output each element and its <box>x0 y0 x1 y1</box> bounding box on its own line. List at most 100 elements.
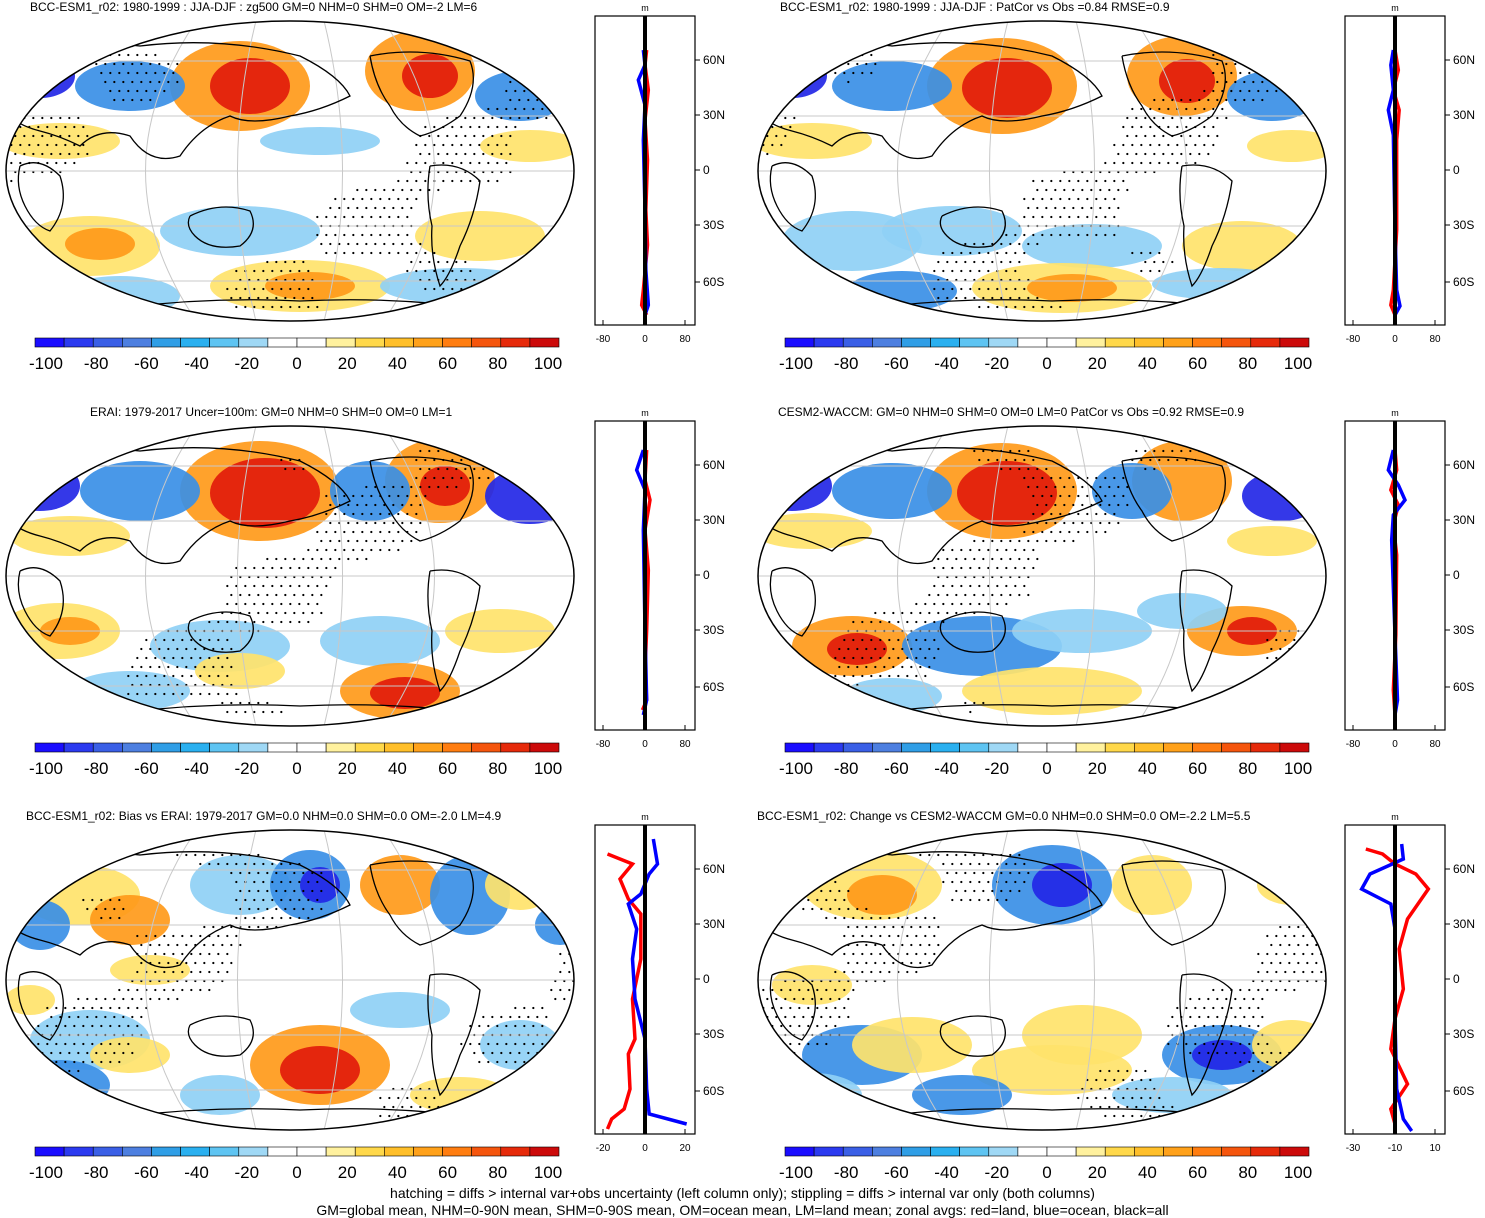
colorbar-swatch <box>267 1146 298 1157</box>
zonal-x-tick-label: -30 <box>1346 1143 1361 1154</box>
zonal-lat-label: 60N <box>703 862 725 876</box>
colorbar-tick-label: -60 <box>884 1163 909 1182</box>
zonal-lat-label: 60S <box>703 680 724 694</box>
zonal-lat-label: 60S <box>1453 1084 1474 1098</box>
anomaly-blob <box>758 513 872 549</box>
colorbar-swatch <box>151 742 181 753</box>
anomaly-blob <box>10 516 130 556</box>
colorbar-swatch <box>296 337 327 348</box>
colorbar-tick-label: 80 <box>488 354 507 373</box>
zonal-lat-label: 60N <box>703 458 725 472</box>
colorbar-swatch <box>1017 742 1048 753</box>
colorbar-tick-label: 100 <box>534 354 562 373</box>
anomaly-blob <box>758 54 827 98</box>
colorbar-tick-label: -80 <box>834 354 859 373</box>
anomaly-blob <box>420 466 470 506</box>
colorbar-swatch <box>384 337 414 348</box>
zonal-lat-label: 30S <box>703 623 724 637</box>
zonal-lat-label: 30S <box>1453 218 1474 232</box>
colorbar-swatch <box>813 1146 844 1157</box>
zonal-lat-label: 0 <box>1453 972 1460 986</box>
colorbar-tick-label: 100 <box>1284 354 1312 373</box>
zonal-panel-5: m 60N 30N 0 30S 60S -20 0 20 <box>594 812 725 1154</box>
colorbar-swatch <box>384 742 414 753</box>
zonal-panel-4: m 60N 30N 0 30S 60S -80 0 80 <box>1344 408 1475 750</box>
colorbar-tick-label: 80 <box>488 759 507 778</box>
zonal-lat-label: 30N <box>1453 917 1475 931</box>
anomaly-blob <box>6 123 120 159</box>
colorbar-swatch <box>1192 742 1222 753</box>
colorbar-tick-label: -80 <box>834 759 859 778</box>
colorbar-swatch <box>813 742 844 753</box>
anomaly-blob <box>1257 865 1326 905</box>
anomaly-blob <box>480 130 574 162</box>
colorbar-swatch <box>872 742 902 753</box>
zonal-ocean-curve <box>1359 843 1414 1132</box>
map-panel-5 <box>5 829 575 1131</box>
colorbar-tick-label: -60 <box>134 759 159 778</box>
colorbar-tick-label: 100 <box>534 1163 562 1182</box>
zonal-x-tick-label: -80 <box>596 739 611 750</box>
colorbar-1: -100 -80 -60 -40 -20 0 20 40 60 80 100 <box>29 337 562 373</box>
colorbar-swatch <box>1221 337 1252 348</box>
map-panel-3 <box>5 425 575 727</box>
colorbar-tick-label: -40 <box>184 759 209 778</box>
colorbar-swatch <box>442 337 472 348</box>
zonal-lat-label: 0 <box>703 972 710 986</box>
anomaly-blob <box>60 276 180 316</box>
colorbar-swatch <box>325 742 356 753</box>
colorbar-tick-label: 0 <box>292 354 301 373</box>
colorbar-tick-label: 80 <box>1238 759 1257 778</box>
colorbar-tick-label: -20 <box>985 1163 1010 1182</box>
panel-title-6: BCC-ESM1_r02: Change vs CESM2-WACCM GM=0… <box>757 809 1251 823</box>
colorbar-6: -100 -80 -60 -40 -20 0 20 40 60 80 100 <box>779 1146 1312 1182</box>
colorbar-swatch <box>34 742 65 753</box>
zonal-x-tick-label: 80 <box>679 334 691 345</box>
colorbar-swatch <box>238 1146 269 1157</box>
zonal-x-tick-label: 0 <box>1392 739 1398 750</box>
colorbar-swatch <box>1163 742 1193 753</box>
colorbar-tick-label: -20 <box>985 759 1010 778</box>
colorbar-swatch <box>1134 742 1164 753</box>
panel-title-4: CESM2-WACCM: GM=0 NHM=0 SHM=0 OM=0 LM=0 … <box>778 405 1245 419</box>
zonal-x-tick-label: -20 <box>596 1143 611 1154</box>
colorbar-tick-label: 20 <box>338 354 357 373</box>
anomaly-blob <box>480 1020 560 1070</box>
colorbar-swatch <box>1163 337 1193 348</box>
colorbar-swatch <box>500 337 531 348</box>
colorbar-tick-label: 60 <box>438 1163 457 1182</box>
zonal-panel-3: m 60N 30N 0 30S 60S -80 0 80 <box>594 408 725 750</box>
colorbar-swatch <box>959 1146 990 1157</box>
colorbar-swatch <box>1279 742 1310 753</box>
panel-title-5: BCC-ESM1_r02: Bias vs ERAI: 1979-2017 GM… <box>26 809 502 823</box>
colorbar-swatch <box>63 742 94 753</box>
colorbar-swatch <box>413 1146 443 1157</box>
colorbar-swatch <box>209 337 240 348</box>
anomaly-blob <box>90 1037 170 1073</box>
colorbar-tick-label: 20 <box>338 1163 357 1182</box>
colorbar-tick-label: -100 <box>29 759 63 778</box>
colorbar-swatch <box>238 742 269 753</box>
anomaly-blob <box>280 1046 360 1094</box>
colorbar-swatch <box>384 1146 414 1157</box>
anomaly-blob <box>1092 463 1172 519</box>
colorbar-tick-label: 80 <box>488 1163 507 1182</box>
colorbar-swatch <box>1134 337 1164 348</box>
colorbar-tick-label: 0 <box>1042 759 1051 778</box>
colorbar-swatch <box>34 1146 65 1157</box>
colorbar-tick-label: 0 <box>292 1163 301 1182</box>
colorbar-tick-label: 40 <box>388 1163 407 1182</box>
colorbar-swatch <box>238 337 269 348</box>
colorbar-swatch <box>471 1146 502 1157</box>
zonal-x-tick-label: 0 <box>1392 334 1398 345</box>
zonal-lat-label: 30N <box>1453 513 1475 527</box>
zonal-x-tick-label: 0 <box>642 334 648 345</box>
colorbar-swatch <box>988 742 1019 753</box>
colorbar-swatch <box>1075 337 1106 348</box>
zonal-lat-label: 60N <box>1453 458 1475 472</box>
colorbar-tick-label: -40 <box>934 759 959 778</box>
zonal-lat-label: 30S <box>703 1027 724 1041</box>
zonal-lat-label: 30N <box>703 108 725 122</box>
zonal-x-tick-label: 80 <box>1429 334 1441 345</box>
anomaly-blob <box>110 955 190 985</box>
